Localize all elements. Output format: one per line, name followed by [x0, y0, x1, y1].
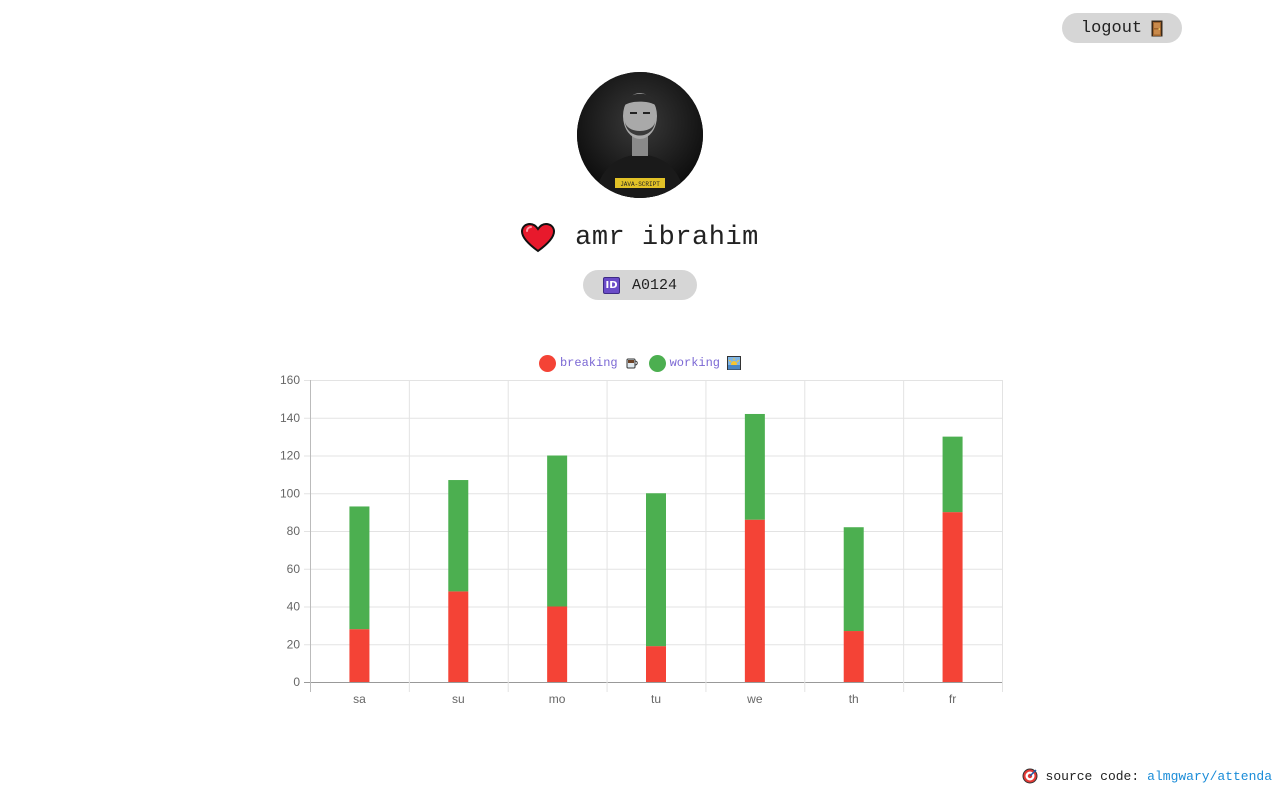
id-icon: ID	[602, 276, 620, 294]
bar-working-tu	[646, 493, 666, 647]
legend-swatch-working	[648, 354, 666, 372]
footer-label: source code:	[1045, 768, 1140, 784]
bar-working-fr	[942, 436, 963, 513]
bar-working-th	[843, 527, 864, 632]
y-tick-label: 40	[287, 600, 301, 614]
x-tick-label: sa	[353, 692, 366, 706]
logout-button[interactable]: logout	[1062, 13, 1182, 43]
legend-item-breaking[interactable]: breaking	[538, 354, 639, 372]
heart-icon	[521, 222, 556, 253]
y-tick-label: 120	[280, 449, 300, 463]
bar-breaking-we	[744, 519, 765, 682]
chart-legend: breaking working	[0, 352, 1280, 374]
bar-breaking-th	[843, 631, 864, 682]
x-tick-label: fr	[949, 692, 956, 706]
x-tick-label: tu	[651, 692, 661, 706]
footer: source code: almgwary/attenda	[1022, 766, 1272, 786]
y-tick-label: 100	[280, 486, 300, 500]
bar-working-we	[744, 413, 765, 520]
x-tick-label: mo	[549, 692, 566, 706]
logout-label: logout	[1080, 18, 1143, 38]
source-code-link[interactable]: almgwary/attenda	[1147, 768, 1272, 784]
sunrise-icon	[727, 356, 742, 370]
employee-id-badge: ID A0124	[583, 270, 697, 300]
bar-breaking-su	[448, 591, 469, 682]
legend-label-breaking: breaking	[559, 356, 618, 370]
employee-id: A0124	[631, 276, 677, 294]
legend-label-working: working	[669, 356, 721, 370]
profile-name: amr ibrahim	[575, 223, 759, 253]
y-tick-label: 160	[280, 373, 300, 387]
bar-breaking-tu	[646, 646, 666, 682]
x-tick-label: we	[746, 692, 763, 706]
bar-breaking-mo	[547, 606, 568, 682]
bar-breaking-fr	[942, 512, 963, 682]
legend-swatch-breaking	[538, 354, 556, 372]
bar-working-mo	[547, 455, 568, 607]
bar-working-su	[448, 480, 469, 592]
x-tick-label: su	[452, 692, 465, 706]
y-tick-label: 60	[287, 562, 301, 576]
y-tick-label: 80	[287, 524, 301, 538]
legend-item-working[interactable]: working	[648, 354, 742, 372]
svg-text:JAVA-SCRIPT: JAVA-SCRIPT	[620, 181, 660, 188]
bar-working-sa	[349, 506, 370, 630]
door-icon	[1151, 20, 1163, 37]
profile-name-row: amr ibrahim	[0, 218, 1280, 258]
y-tick-label: 140	[280, 411, 300, 425]
attendance-chart: 0 20 40 60 80 100 120 140 160 sa su mo tu we th fr	[280, 373, 1003, 706]
bar-breaking-sa	[349, 629, 370, 682]
y-tick-label: 0	[293, 675, 300, 689]
y-tick-label: 20	[287, 637, 301, 651]
avatar: JAVA-SCRIPT	[577, 72, 703, 198]
coffee-icon	[625, 356, 639, 370]
target-icon	[1022, 768, 1038, 784]
x-tick-label: th	[849, 692, 859, 706]
